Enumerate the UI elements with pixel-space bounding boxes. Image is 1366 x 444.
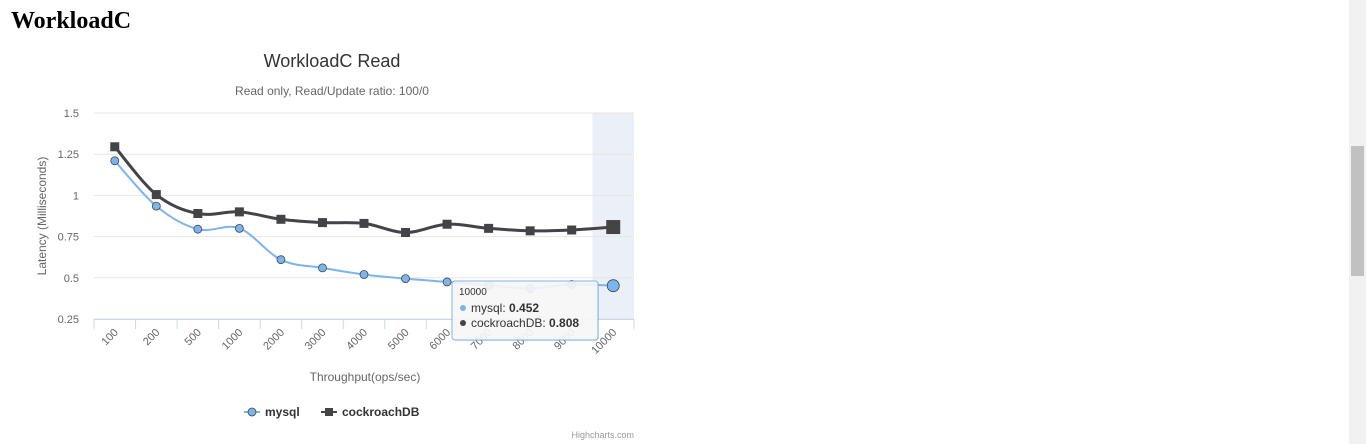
tooltip-row-value: 0.452 [509,301,539,315]
legend-marker-cockroachDB [325,408,333,416]
data-point-cockroachDB[interactable] [359,218,369,228]
x-tick-label: 500 [183,327,204,348]
data-point-cockroachDB[interactable] [401,227,411,237]
tooltip-row-value: 0.808 [549,316,579,330]
y-tick-label: 1.25 [58,149,79,161]
data-point-cockroachDB[interactable] [484,223,494,233]
data-point-cockroachDB[interactable] [234,207,244,217]
x-axis-title: Throughput(ops/sec) [310,370,421,384]
data-point-cockroachDB[interactable] [110,142,120,152]
data-point-cockroachDB[interactable] [442,219,452,229]
data-point-mysql[interactable] [193,224,203,234]
data-point-cockroachDB[interactable] [567,225,577,235]
x-tick-label: 6000 [427,327,453,353]
x-tick-label: 100 [99,327,120,348]
legend-label-mysql[interactable]: mysql [265,405,300,419]
chart-title: WorkloadC Read [264,51,401,71]
data-point-mysql[interactable] [442,277,452,287]
page-heading: WorkloadC [11,8,132,34]
data-point-cockroachDB[interactable] [193,209,203,219]
data-point-mysql[interactable] [110,156,120,166]
tooltip-row-label: cockroachDB: [471,316,549,330]
data-point-mysql[interactable] [151,201,161,211]
y-tick-label: 1.5 [64,108,79,120]
x-tick-label: 1000 [220,327,246,353]
data-point-mysql[interactable] [401,274,410,284]
tooltip-swatch [460,320,466,326]
tooltip-row: mysql: 0.452 [471,301,539,315]
x-tick-label: 200 [141,327,162,348]
y-tick-label: 0.5 [64,273,79,285]
x-tick-label: 3000 [303,327,329,353]
data-point-mysql[interactable] [606,279,620,293]
legend-item-cockroachDB[interactable]: cockroachDB [321,405,420,419]
y-axis-title: Latency (Milliseconds) [35,157,49,276]
tooltip-header: 10000 [459,287,487,298]
data-point-cockroachDB[interactable] [151,190,161,200]
chart-credits[interactable]: Highcharts.com [571,430,634,440]
tooltip-row-label: mysql: [471,301,509,315]
chart-container[interactable]: WorkloadC Read Read only, Read/Update ra… [0,40,660,444]
x-tick-label: 5000 [386,327,412,353]
data-point-mysql[interactable] [318,263,327,273]
tooltip-swatch [460,305,466,311]
data-point-cockroachDB[interactable] [317,218,327,228]
legend-item-mysql[interactable]: mysql [244,405,300,419]
y-tick-label: 0.75 [58,232,79,244]
data-point-cockroachDB[interactable] [276,214,286,224]
data-point-mysql[interactable] [234,223,244,233]
tooltip-row: cockroachDB: 0.808 [471,316,579,330]
scrollbar-thumb[interactable] [1351,146,1364,276]
data-point-cockroachDB[interactable] [525,226,535,236]
y-tick-label: 1 [73,190,79,202]
chart-svg[interactable]: WorkloadC Read Read only, Read/Update ra… [0,40,660,444]
y-tick-label: 0.25 [58,314,79,326]
legend-marker-mysql [247,407,257,417]
data-point-mysql[interactable] [276,255,286,265]
data-point-mysql[interactable] [359,270,369,279]
chart-subtitle: Read only, Read/Update ratio: 100/0 [235,84,429,98]
x-tick-label: 4000 [344,327,370,353]
x-tick-label: 2000 [261,327,287,353]
legend-label-cockroachDB[interactable]: cockroachDB [342,405,420,419]
data-point-cockroachDB[interactable] [606,220,621,235]
tooltip-box [451,280,599,341]
